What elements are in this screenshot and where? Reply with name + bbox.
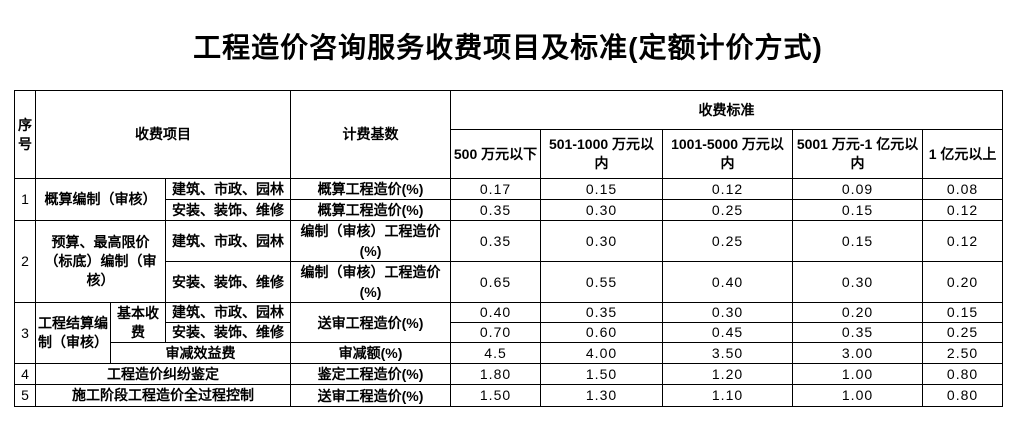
row5-serial: 5 [14,384,36,407]
fee-value-cell: 0.15 [792,220,924,262]
table-row: 安装、装饰、维修 概算工程造价(%) 0.35 0.30 0.25 0.15 0… [15,199,1004,221]
fee-value-cell: 1.30 [540,384,664,407]
row1-basis-construction: 概算工程造价(%) [290,178,452,200]
table-row: 5 施工阶段工程造价全过程控制 送审工程造价(%) 1.50 1.30 1.10… [14,384,1004,407]
row3-serial: 3 [14,302,36,364]
row3-audit-reduction-label: 审减效益费 [109,342,292,364]
fee-value-cell: 0.40 [450,302,542,323]
fee-value-cell: 2.50 [922,342,1004,364]
header-fee-item: 收费项目 [34,90,292,179]
fee-value-cell: 0.25 [662,220,794,262]
fee-value-cell: 1.20 [662,363,794,385]
table-row: 2 预算、最高限价（标底）编制（审核） 建筑、市政、园林 编制（审核）工程造价(… [14,220,1004,303]
fee-value-cell: 0.20 [792,302,924,323]
page-title: 工程造价咨询服务收费项目及标准(定额计价方式) [193,32,823,63]
header-bracket-4: 5001 万元-1 亿元以内 [792,129,924,179]
row1-category-installation: 安装、装饰、维修 [164,199,292,221]
fee-value-cell: 0.30 [662,302,794,323]
fee-value-cell: 0.12 [922,220,1004,262]
row3-fee-item: 工程结算编制（审核） [35,302,111,364]
fee-value-cell: 0.12 [662,178,794,200]
table-row: 3 工程结算编制（审核） 基本收费 建筑、市政、园林 送审工程造价(%) 0.4… [14,302,1004,364]
fee-value-cell: 0.40 [662,261,794,303]
fee-value-cell: 0.20 [922,261,1004,303]
fee-value-cell: 1.00 [792,363,924,385]
fee-value-cell: 0.55 [540,261,664,303]
fee-value-cell: 0.35 [540,302,664,323]
row2-category-installation: 安装、装饰、维修 [164,261,292,303]
row3-category-construction: 建筑、市政、园林 [164,302,292,323]
fee-value-cell: 1.00 [792,384,924,407]
fee-value-cell: 0.35 [450,199,542,221]
row3-basis: 送审工程造价(%) [290,302,452,343]
fee-value-cell: 0.25 [662,199,794,221]
row1-serial: 1 [14,178,36,221]
row2-basis-construction: 编制（审核）工程造价(%) [290,220,452,262]
fee-value-cell: 0.35 [792,322,924,343]
table-row: 4 工程造价纠纷鉴定 鉴定工程造价(%) 1.80 1.50 1.20 1.00… [14,363,1004,385]
row2-serial: 2 [14,220,36,303]
fee-value-cell: 0.15 [922,302,1004,323]
fee-value-cell: 3.00 [792,342,924,364]
row3-category-installation: 安装、装饰、维修 [164,322,292,343]
row3-basic-fee-label: 基本收费 [110,302,166,343]
header-bracket-2: 501-1000 万元以内 [540,129,664,179]
fee-value-cell: 0.35 [450,220,542,262]
fee-value-cell: 0.70 [450,322,542,343]
table-header-row: 序号 收费项目 计费基数 收费标准 [14,90,1004,179]
header-bracket-1: 500 万元以下 [450,129,542,179]
row1-fee-item: 概算编制（审核） [35,178,166,221]
fee-value-cell: 0.09 [792,178,924,200]
fee-value-cell: 0.08 [922,178,1004,200]
header-bracket-3: 1001-5000 万元以内 [662,129,794,179]
fee-value-cell: 0.80 [922,384,1004,407]
fee-value-cell: 0.12 [922,199,1004,221]
row1-basis-installation: 概算工程造价(%) [290,199,452,221]
fee-value-cell: 0.30 [792,261,924,303]
table-row: 审减效益费 审减额(%) 4.5 4.00 3.50 3.00 2.50 [15,342,1004,364]
row1-category-construction: 建筑、市政、园林 [164,178,292,200]
fee-value-cell: 0.15 [792,199,924,221]
fee-value-cell: 0.15 [540,178,664,200]
row4-serial: 4 [14,363,36,385]
row2-fee-item: 预算、最高限价（标底）编制（审核） [35,220,166,303]
row3-audit-reduction-basis: 审减额(%) [290,342,452,364]
row2-category-construction: 建筑、市政、园林 [164,220,292,262]
header-fee-standard: 收费标准 [450,90,1004,130]
fee-value-cell: 0.60 [540,322,664,343]
row4-fee-item: 工程造价纠纷鉴定 [34,363,292,385]
fee-value-cell: 0.65 [450,261,542,303]
table-subheader-row: 500 万元以下 501-1000 万元以内 1001-5000 万元以内 50… [15,129,1004,179]
fee-value-cell: 0.30 [540,220,664,262]
fee-value-cell: 1.50 [450,384,542,407]
fee-value-cell: 0.30 [540,199,664,221]
fee-value-cell: 1.50 [540,363,664,385]
fee-value-cell: 0.80 [922,363,1004,385]
fee-value-cell: 3.50 [662,342,794,364]
fee-value-cell: 4.00 [540,342,664,364]
fee-value-cell: 0.17 [450,178,542,200]
fee-value-cell: 1.80 [450,363,542,385]
fee-value-cell: 0.45 [662,322,794,343]
table-row: 安装、装饰、维修 0.70 0.60 0.45 0.35 0.25 [15,322,1004,343]
fee-value-cell: 4.5 [450,342,542,364]
row4-basis: 鉴定工程造价(%) [290,363,452,385]
row2-basis-installation: 编制（审核）工程造价(%) [290,261,452,303]
fee-value-cell: 1.10 [662,384,794,407]
fee-value-cell: 0.25 [922,322,1004,343]
fee-schedule-table: 序号 收费项目 计费基数 收费标准 500 万元以下 501-1000 万元以内… [14,90,1004,407]
header-fee-basis: 计费基数 [290,90,452,179]
row5-basis: 送审工程造价(%) [290,384,452,407]
header-bracket-5: 1 亿元以上 [922,129,1004,179]
header-serial: 序号 [14,90,36,179]
table-row: 1 概算编制（审核） 建筑、市政、园林 概算工程造价(%) 0.17 0.15 … [14,178,1004,221]
row5-fee-item: 施工阶段工程造价全过程控制 [34,384,292,407]
